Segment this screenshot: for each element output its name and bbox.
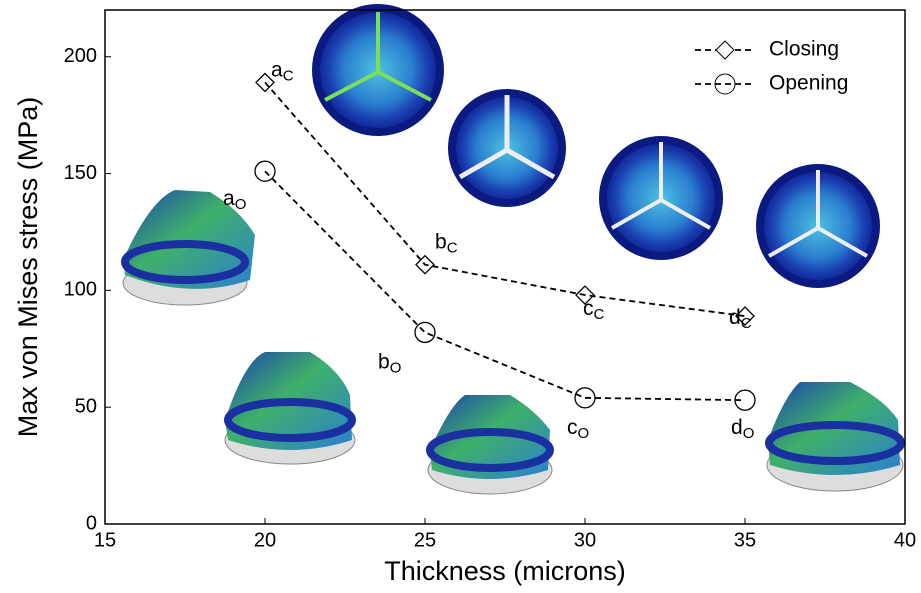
- point-label-base: d: [731, 416, 743, 439]
- marker: [415, 322, 435, 342]
- legend-label: Closing: [769, 38, 839, 61]
- x-tick-label: 25: [414, 529, 436, 551]
- point-label-base: a: [271, 58, 283, 81]
- y-tick-label: 100: [64, 279, 97, 301]
- point-label: cO: [567, 415, 589, 441]
- point-label: aO: [223, 187, 246, 213]
- chart: Thickness (microns) Max von Mises stress…: [0, 0, 921, 593]
- point-label: bC: [435, 230, 458, 256]
- point-label-sub: C: [594, 306, 605, 323]
- y-axis-title: Max von Mises stress (MPa): [13, 97, 43, 438]
- point-label: dO: [731, 416, 754, 442]
- x-tick-label: 30: [574, 529, 596, 551]
- legend-item: Opening: [695, 72, 848, 95]
- point-label-base: b: [378, 350, 390, 373]
- point-label-sub: O: [743, 425, 755, 442]
- point-label: bO: [378, 350, 401, 376]
- point-label-base: d: [729, 306, 741, 329]
- point-label-sub: C: [741, 315, 752, 332]
- y-tick-label: 200: [64, 45, 97, 67]
- y-tick-label: 150: [64, 162, 97, 184]
- point-label: aC: [271, 58, 294, 84]
- x-axis-title: Thickness (microns): [384, 556, 626, 586]
- y-tick-label: 0: [86, 512, 97, 534]
- marker: [575, 388, 595, 408]
- point-label-base: c: [567, 415, 578, 438]
- point-label-sub: O: [390, 359, 402, 376]
- point-label-sub: O: [578, 425, 590, 442]
- legend-label: Opening: [769, 72, 848, 95]
- x-tick-label: 15: [94, 529, 116, 551]
- point-label-sub: O: [235, 196, 247, 213]
- point-label-base: c: [583, 297, 594, 320]
- point-label: cC: [583, 297, 605, 323]
- point-label-base: a: [223, 187, 235, 210]
- point-label-sub: C: [283, 67, 294, 84]
- x-tick-label: 40: [894, 529, 916, 551]
- y-tick-label: 50: [75, 395, 97, 417]
- point-label-base: b: [435, 230, 447, 253]
- legend-marker: [716, 41, 734, 59]
- x-tick-label: 20: [254, 529, 276, 551]
- x-tick-label: 35: [734, 529, 756, 551]
- legend-item: Closing: [695, 38, 839, 61]
- point-label-sub: C: [447, 240, 458, 257]
